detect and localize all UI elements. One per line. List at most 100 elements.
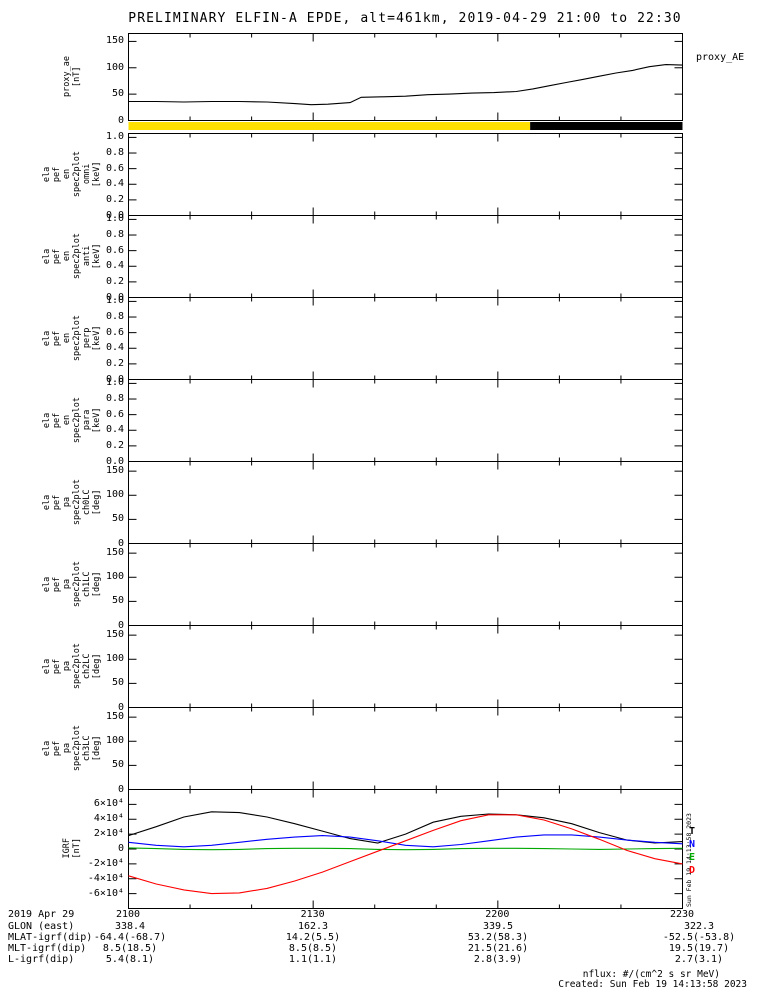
page-title: PRELIMINARY ELFIN-A EPDE, alt=461km, 201… — [128, 11, 682, 26]
y-tick-label: 6×10⁴ — [93, 798, 124, 810]
y-tick-label: 0.2 — [105, 357, 124, 369]
y-tick-label: 150 — [105, 465, 124, 477]
panel-frame-proxy_ae — [128, 33, 683, 121]
ephemeris-value: 338.4 — [114, 921, 146, 932]
y-tick-label: 1.0 — [105, 377, 124, 389]
footer-created-timestamp: Created: Sun Feb 19 14:13:58 2023 — [558, 979, 747, 990]
panel-ylabel-ela_pef_pa_spec2plot_ch1LC: ela pef pa spec2plot ch1LC [deg] — [42, 543, 102, 625]
y-tick-label: 50 — [111, 677, 124, 689]
y-tick-label: 100 — [105, 61, 124, 73]
y-tick-label: 0.4 — [105, 260, 124, 272]
y-tick-label: 0.6 — [105, 326, 124, 338]
ephemeris-row-label: MLT-igrf(dip) — [8, 943, 87, 954]
y-tick-label: 0.0 — [105, 291, 124, 303]
ephemeris-row-label: GLON (east) — [8, 921, 75, 932]
y-tick-label: 0.8 — [105, 147, 124, 159]
panel-frame-ela_pef_en_spec2plot_anti — [128, 215, 683, 298]
y-tick-label: 0.6 — [105, 162, 124, 174]
panel-frame-ela_pef_en_spec2plot_para — [128, 379, 683, 462]
panel-ylabel-text: ela pef pa spec2plot ch1LC [deg] — [41, 560, 103, 608]
ephemeris-value: 8.5(8.5) — [288, 943, 338, 954]
y-tick-label: 100 — [105, 489, 124, 501]
ephemeris-value: -64.4(-68.7) — [93, 932, 167, 943]
footer-nflux-units: nflux: #/(cm^2 s sr MeV) — [582, 969, 720, 980]
series-line-proxy_AE — [128, 64, 683, 106]
panel-ylabel-proxy_ae: proxy_ae [nT] — [46, 33, 98, 120]
y-tick-label: -4×10⁴ — [87, 872, 124, 884]
y-tick-label: 50 — [111, 513, 124, 525]
panel-ylabel-text: IGRF [nT] — [61, 838, 82, 859]
ephemeris-value: 162.3 — [297, 921, 329, 932]
ephemeris-value: 5.4(8.1) — [105, 954, 155, 965]
y-tick-label: 100 — [105, 735, 124, 747]
igrf-legend-letter-D: D — [689, 865, 696, 876]
y-tick-label: 150 — [105, 547, 124, 559]
y-tick-label: 0 — [117, 619, 124, 631]
igrf-legend-letter-E: E — [689, 852, 696, 863]
y-tick-label: 0.2 — [105, 275, 124, 287]
y-tick-label: -2×10⁴ — [87, 857, 124, 869]
panel-ylabel-text: ela pef en spec2plot omni [keV] — [41, 150, 103, 198]
y-tick-label: 100 — [105, 653, 124, 665]
panel-frame-ela_pef_en_spec2plot_omni — [128, 133, 683, 216]
y-tick-label: 150 — [105, 35, 124, 47]
panel-frame-ela_pef_en_spec2plot_perp — [128, 297, 683, 380]
y-tick-label: 0.2 — [105, 193, 124, 205]
panel-ylabel-text: ela pef en spec2plot anti [keV] — [41, 232, 103, 280]
ephemeris-value: 53.2(58.3) — [467, 932, 529, 943]
y-tick-label: 0.4 — [105, 178, 124, 190]
ephemeris-value: 19.5(19.7) — [668, 943, 730, 954]
y-tick-label: 0.0 — [105, 373, 124, 385]
panel-ylabel-text: ela pef pa spec2plot ch2LC [deg] — [41, 642, 103, 690]
y-tick-label: 0 — [117, 843, 124, 854]
plot-canvas — [128, 33, 683, 909]
panel-ylabel-ela_pef_en_spec2plot_perp: ela pef en spec2plot perp [keV] — [42, 297, 102, 379]
panel-ylabel-ela_pef_en_spec2plot_omni: ela pef en spec2plot omni [keV] — [42, 133, 102, 215]
ephemeris-row-label: MLAT-igrf(dip) — [8, 932, 93, 943]
y-tick-label: 0.6 — [105, 244, 124, 256]
panel-ylabel-text: ela pef pa spec2plot ch3LC [deg] — [41, 724, 103, 772]
ephemeris-value: 339.5 — [482, 921, 514, 932]
y-tick-label: 4×10⁴ — [93, 813, 124, 825]
igrf-legend-letter-T: T — [689, 826, 696, 837]
x-axis-tick-label: 2230 — [669, 909, 695, 920]
x-axis-tick-label: 2200 — [485, 909, 510, 920]
ephemeris-value: 2.8(3.9) — [473, 954, 523, 965]
x-axis-tick-label: 2130 — [300, 909, 325, 920]
survey-mode-bar-segment — [530, 122, 683, 130]
y-tick-label: 2×10⁴ — [93, 828, 124, 840]
y-tick-label: 0.0 — [105, 209, 124, 221]
ephemeris-value: 1.1(1.1) — [288, 954, 338, 965]
panel-ylabel-ela_pef_pa_spec2plot_ch0LC: ela pef pa spec2plot ch0LC [deg] — [42, 461, 102, 543]
panel-ylabel-text: ela pef pa spec2plot ch0LC [deg] — [41, 478, 103, 526]
y-tick-label: 0 — [117, 114, 124, 126]
y-tick-label: 0 — [117, 701, 124, 713]
ephemeris-value: 322.3 — [683, 921, 715, 932]
y-tick-label: 0.8 — [105, 229, 124, 241]
panel-frame-ela_pef_pa_spec2plot_ch0LC — [128, 461, 683, 544]
ephemeris-row-label: L-igrf(dip) — [8, 954, 75, 965]
y-tick-label: 0.6 — [105, 408, 124, 420]
series-line-D — [128, 814, 683, 895]
ephemeris-value: 21.5(21.6) — [467, 943, 529, 954]
y-tick-label: 100 — [105, 571, 124, 583]
panel-ylabel-igrf: IGRF [nT] — [46, 789, 98, 908]
y-tick-label: 50 — [111, 759, 124, 771]
y-tick-label: 0.4 — [105, 424, 124, 436]
panel-frame-ela_pef_pa_spec2plot_ch3LC — [128, 707, 683, 790]
y-tick-label: 50 — [111, 595, 124, 607]
y-tick-label: 50 — [111, 88, 124, 100]
panel-ylabel-ela_pef_pa_spec2plot_ch2LC: ela pef pa spec2plot ch2LC [deg] — [42, 625, 102, 707]
y-tick-label: 0.0 — [105, 455, 124, 467]
y-tick-label: -6×10⁴ — [87, 887, 124, 899]
panel-ylabel-ela_pef_en_spec2plot_para: ela pef en spec2plot para [keV] — [42, 379, 102, 461]
proxy-ae-right-label: proxy_AE — [696, 52, 745, 63]
y-tick-label: 1.0 — [105, 295, 124, 307]
panel-ylabel-ela_pef_pa_spec2plot_ch3LC: ela pef pa spec2plot ch3LC [deg] — [42, 707, 102, 789]
ephemeris-value: 2.7(3.1) — [674, 954, 724, 965]
panel-ylabel-text: ela pef en spec2plot para [keV] — [41, 396, 103, 444]
igrf-legend-letter-N: N — [689, 839, 696, 850]
x-axis-tick-label: 2100 — [115, 909, 141, 920]
y-tick-label: 150 — [105, 629, 124, 641]
